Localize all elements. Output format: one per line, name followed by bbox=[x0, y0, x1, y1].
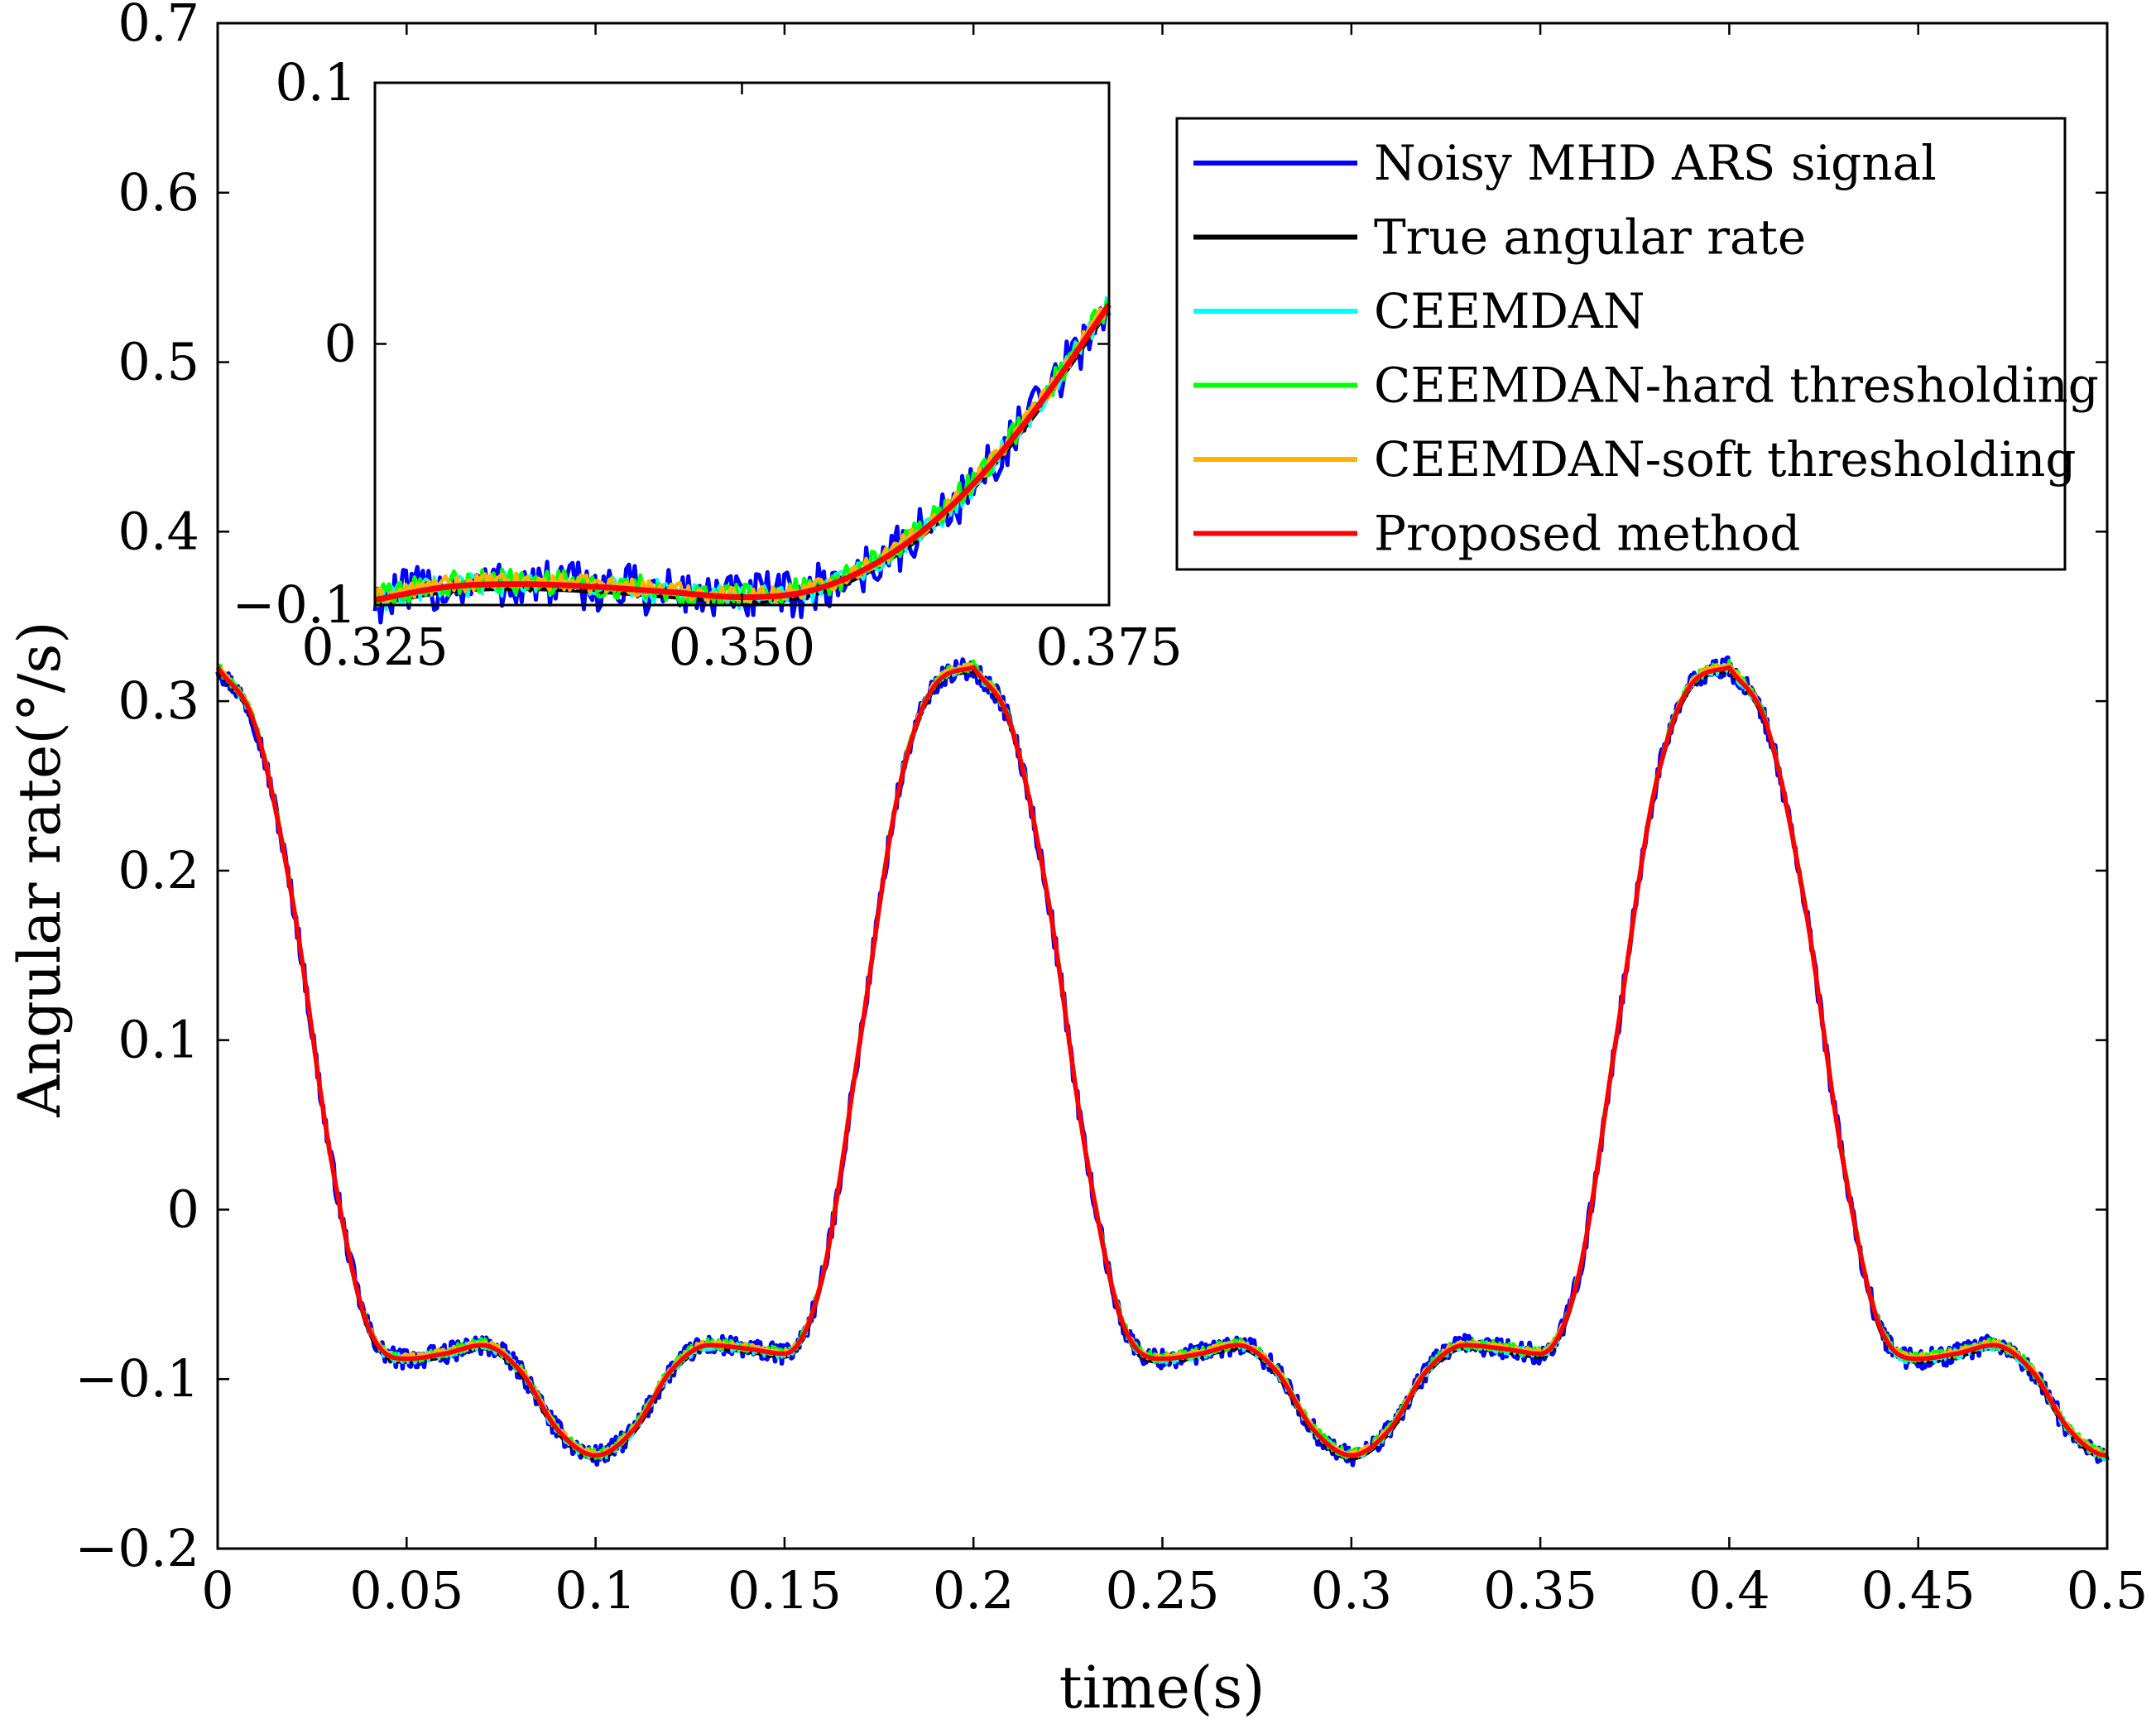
legend-label: Proposed method bbox=[1374, 506, 1800, 562]
main-plot: 0 0.05 0.1 0.15 0.2 0.25 0.3 0.35 0.4 0.45 0.5 −0.2… bbox=[6, 0, 2148, 1722]
main-x-tick-label: 0.15 bbox=[727, 1560, 842, 1621]
y-axis-title: Angular rate(°/s) bbox=[6, 621, 74, 1117]
legend: Noisy MHD ARS signal True angular rate CEE… bbox=[1175, 117, 2099, 571]
legend-box bbox=[1175, 117, 2067, 571]
legend-label: True angular rate bbox=[1374, 209, 1806, 266]
x-axis-title: time(s) bbox=[1059, 1654, 1265, 1722]
legend-label: Noisy MHD ARS signal bbox=[1374, 135, 1937, 191]
main-series-proposed-method bbox=[215, 665, 2109, 1458]
main-y-tick-label: 0.2 bbox=[118, 840, 199, 901]
inset-y-tick-label: −0.1 bbox=[232, 574, 357, 635]
main-axis-ticks: 0 0.05 0.1 0.15 0.2 0.25 0.3 0.35 0.4 0.45 0.5 −0.2… bbox=[74, 0, 2148, 1621]
main-x-tick-label: 0.3 bbox=[1310, 1560, 1392, 1621]
main-series-lines bbox=[215, 655, 2110, 1467]
main-y-tick-label: −0.1 bbox=[74, 1348, 199, 1409]
legend-label: CEEMDAN-hard thresholding bbox=[1374, 358, 2099, 414]
main-y-tick-label: 0 bbox=[167, 1179, 199, 1239]
main-x-tick-label: 0.25 bbox=[1105, 1560, 1219, 1621]
main-x-tick-label: 0.2 bbox=[933, 1560, 1015, 1621]
main-x-tick-label: 0.1 bbox=[555, 1560, 636, 1621]
inset-y-tick-label: 0 bbox=[324, 314, 357, 374]
main-y-tick-label: 0.5 bbox=[118, 332, 199, 392]
main-x-tick-label: 0.05 bbox=[349, 1560, 463, 1621]
inset-background bbox=[375, 83, 1109, 605]
main-y-tick-label: 0.1 bbox=[118, 1010, 199, 1070]
inset-x-tick-label: 0.375 bbox=[1035, 617, 1183, 677]
main-y-tick-label: 0.6 bbox=[118, 162, 199, 223]
inset-axis-ticks: 0.325 0.350 0.375 −0.1 0 0.1 bbox=[232, 52, 1182, 677]
legend-label: CEEMDAN bbox=[1374, 283, 1645, 339]
legend-items: Noisy MHD ARS signal True angular rate CEE… bbox=[1193, 135, 2099, 562]
main-y-tick-label: 0.3 bbox=[118, 670, 199, 731]
main-x-tick-label: 0.45 bbox=[1861, 1560, 1976, 1621]
main-x-tick-label: 0.35 bbox=[1483, 1560, 1597, 1621]
inset-x-tick-label: 0.325 bbox=[301, 617, 449, 677]
main-y-tick-label: 0.7 bbox=[118, 0, 199, 53]
inset-plot: 0.325 0.350 0.375 −0.1 0 0.1 bbox=[232, 52, 1182, 677]
inset-y-tick-label: 0.1 bbox=[275, 52, 357, 113]
main-y-tick-label: −0.2 bbox=[74, 1518, 199, 1578]
main-y-tick-label: 0.4 bbox=[118, 501, 199, 561]
main-x-tick-label: 0.4 bbox=[1688, 1560, 1770, 1621]
inset-x-tick-label: 0.350 bbox=[669, 617, 816, 677]
main-x-tick-label: 0.5 bbox=[2067, 1560, 2149, 1621]
main-x-tick-label: 0 bbox=[201, 1560, 233, 1621]
legend-label: CEEMDAN-soft thresholding bbox=[1374, 431, 2077, 488]
